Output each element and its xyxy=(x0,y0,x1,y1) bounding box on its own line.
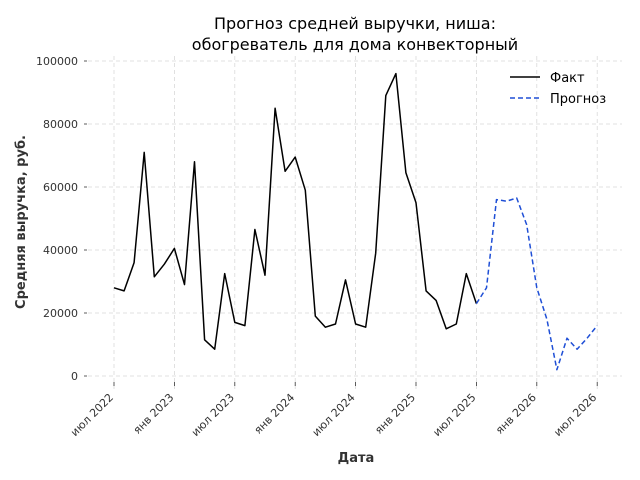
y-tick-label-5: 100000 xyxy=(36,55,78,68)
x-axis-ticks: июл 2022 янв 2023 июл 2023 янв 2024 июл 2024… xyxy=(68,382,599,439)
x-tick-label-0: июл 2022 xyxy=(68,391,116,439)
y-tick-label-4: 80000 xyxy=(43,118,78,131)
legend-label-forecast: Прогноз xyxy=(550,92,606,107)
x-tick-label-8: июл 2026 xyxy=(551,391,599,439)
x-axis-label: Дата xyxy=(338,451,375,466)
y-tick-label-3: 60000 xyxy=(43,181,78,194)
x-tick-label-7: янв 2026 xyxy=(493,391,539,437)
x-tick-label-5: янв 2025 xyxy=(372,391,418,437)
x-tick-label-6: июл 2025 xyxy=(430,391,478,439)
x-tick-label-1: янв 2023 xyxy=(131,391,177,437)
grid xyxy=(88,56,622,390)
y-tick-label-2: 40000 xyxy=(43,244,78,257)
y-tick-label-0: 0 xyxy=(71,370,78,383)
y-axis-label: Средняя выручка, руб. xyxy=(14,135,29,309)
chart-title-line-1: Прогноз средней выручки, ниша: xyxy=(214,14,496,33)
series-lines xyxy=(113,72,598,371)
y-axis-ticks: 0 20000 40000 60000 80000 100000 xyxy=(36,55,87,383)
x-tick-label-3: янв 2024 xyxy=(252,391,298,437)
legend-label-fact: Факт xyxy=(550,71,585,86)
y-tick-label-1: 20000 xyxy=(43,307,78,320)
chart-title-line-2: обогреватель для дома конвекторный xyxy=(192,35,518,54)
x-tick-label-4: июл 2024 xyxy=(310,391,358,439)
chart-title: Прогноз средней выручки, ниша: обогреват… xyxy=(192,14,518,54)
legend: Факт Прогноз xyxy=(510,71,606,107)
x-tick-label-2: июл 2023 xyxy=(189,391,237,439)
series-line-0 xyxy=(113,72,478,350)
